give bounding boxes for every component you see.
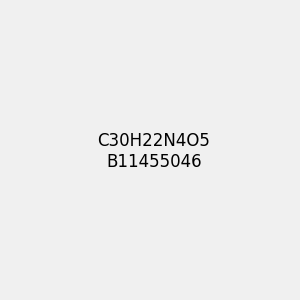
Text: C30H22N4O5
B11455046: C30H22N4O5 B11455046	[97, 132, 210, 171]
